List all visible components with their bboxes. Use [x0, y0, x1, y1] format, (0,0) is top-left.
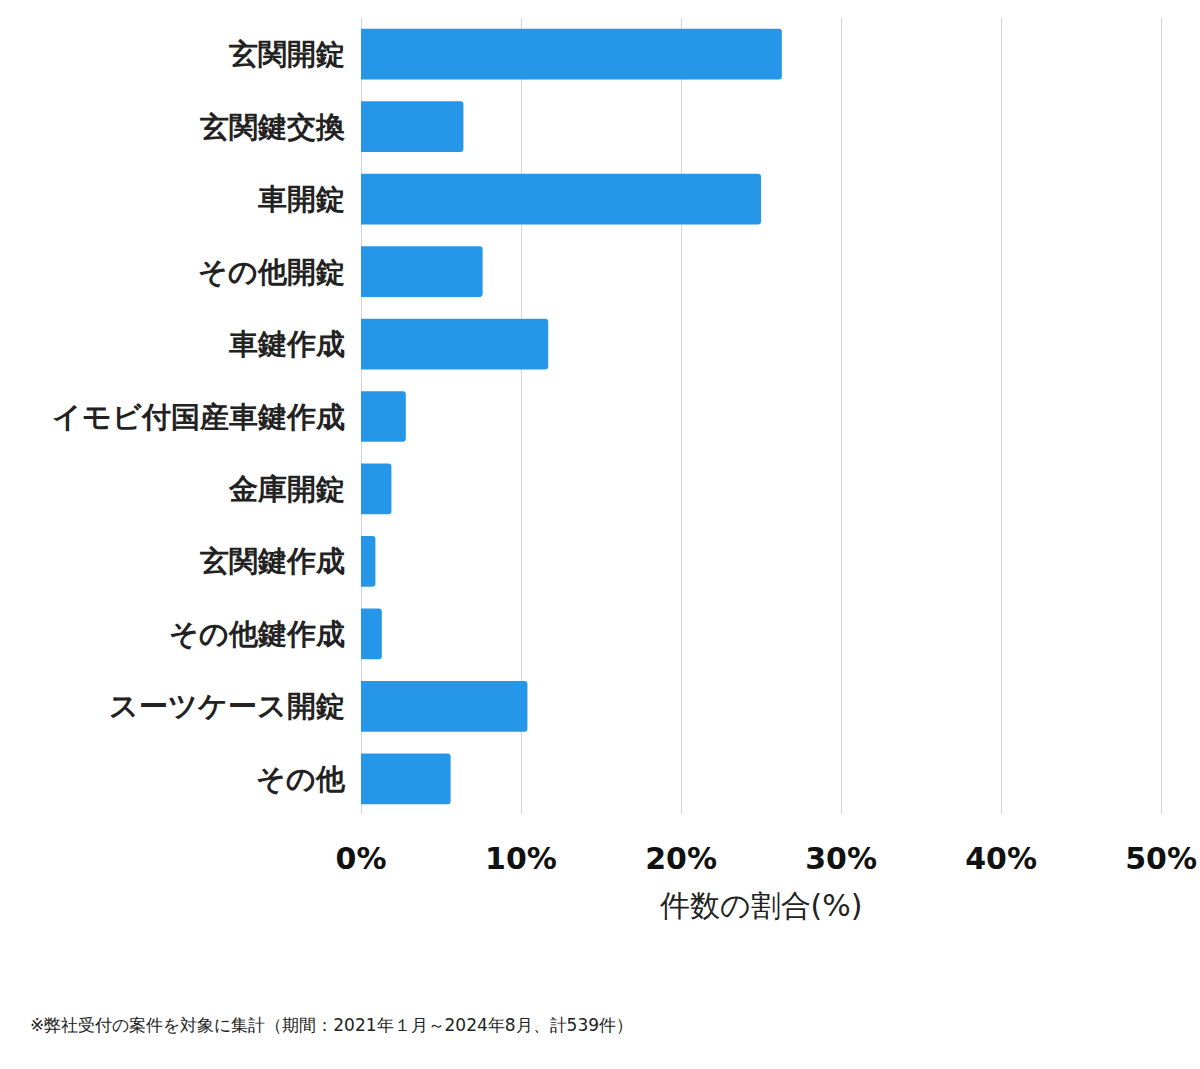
- svg-text:件数の割合(%): 件数の割合(%): [660, 888, 863, 923]
- svg-text:金庫開錠: 金庫開錠: [228, 472, 345, 506]
- svg-text:イモビ付国産車鍵作成: イモビ付国産車鍵作成: [52, 400, 345, 434]
- svg-text:その他鍵作成: その他鍵作成: [169, 617, 345, 651]
- svg-text:10%: 10%: [485, 841, 557, 876]
- svg-text:50%: 50%: [1125, 841, 1197, 876]
- svg-text:30%: 30%: [805, 841, 877, 876]
- svg-text:その他開錠: その他開錠: [198, 255, 345, 289]
- svg-text:玄関鍵交換: 玄関鍵交換: [199, 110, 345, 144]
- svg-text:玄関開錠: 玄関開錠: [228, 37, 345, 71]
- svg-text:車開錠: 車開錠: [257, 182, 345, 216]
- svg-text:玄関鍵作成: 玄関鍵作成: [199, 544, 345, 578]
- svg-text:スーツケース開錠: スーツケース開錠: [109, 689, 345, 723]
- svg-text:車鍵作成: 車鍵作成: [228, 327, 345, 361]
- svg-text:40%: 40%: [965, 841, 1037, 876]
- svg-text:20%: 20%: [645, 841, 717, 876]
- svg-text:0%: 0%: [336, 841, 387, 876]
- svg-text:その他: その他: [256, 762, 346, 796]
- svg-text:※弊社受付の案件を対象に集計（期間：2021年１月～2024: ※弊社受付の案件を対象に集計（期間：2021年１月～2024年8月、計539件）: [30, 1015, 633, 1035]
